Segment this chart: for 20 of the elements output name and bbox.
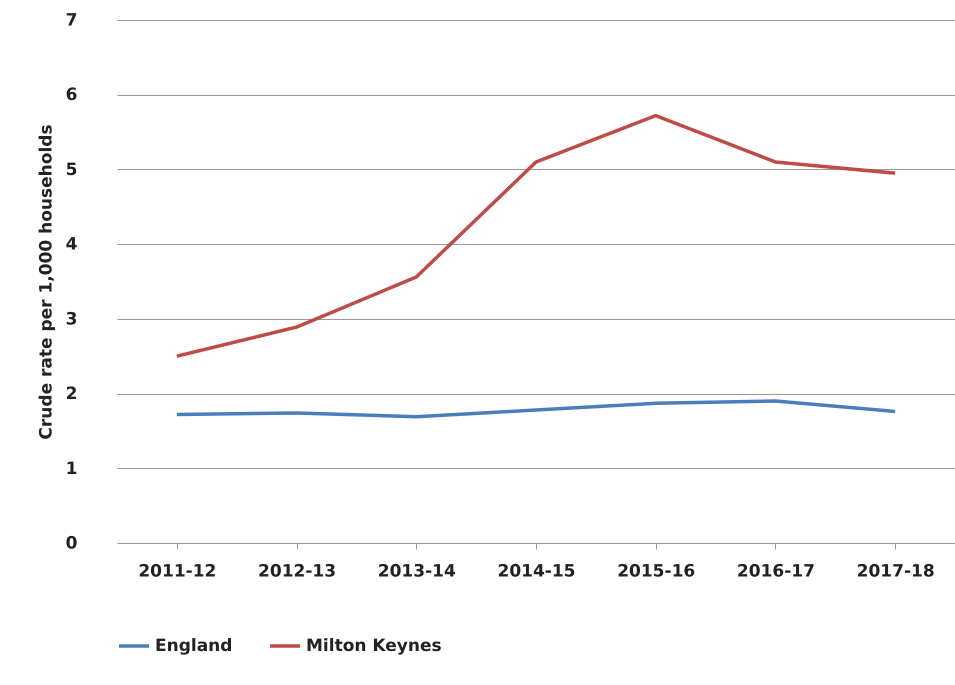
legend-label: England	[155, 636, 232, 656]
y-tick-label: 4	[66, 234, 78, 255]
y-tick-label: 6	[66, 85, 78, 106]
y-tick-label: 3	[66, 309, 78, 330]
x-tick-label: 2014-15	[497, 562, 576, 582]
y-tick-label: 2	[66, 384, 78, 404]
x-tick-label: 2015-16	[617, 562, 696, 582]
x-tick-label: 2013-14	[378, 562, 456, 582]
x-tick-label: 2012-13	[258, 562, 336, 582]
y-axis-title: Crude rate per 1,000 households	[36, 124, 57, 440]
y-tick-label: 0	[66, 534, 78, 554]
x-tick-label: 2017-18	[856, 562, 935, 582]
legend-label: Milton Keynes	[306, 636, 442, 656]
x-tick-label: 2011-12	[138, 562, 216, 582]
y-tick-label: 7	[66, 10, 78, 30]
y-tick-label: 1	[66, 458, 78, 479]
y-tick-label: 5	[66, 160, 78, 180]
line-series	[175, 114, 897, 358]
x-tick-label: 2016-17	[736, 562, 815, 582]
line-series	[175, 399, 897, 418]
